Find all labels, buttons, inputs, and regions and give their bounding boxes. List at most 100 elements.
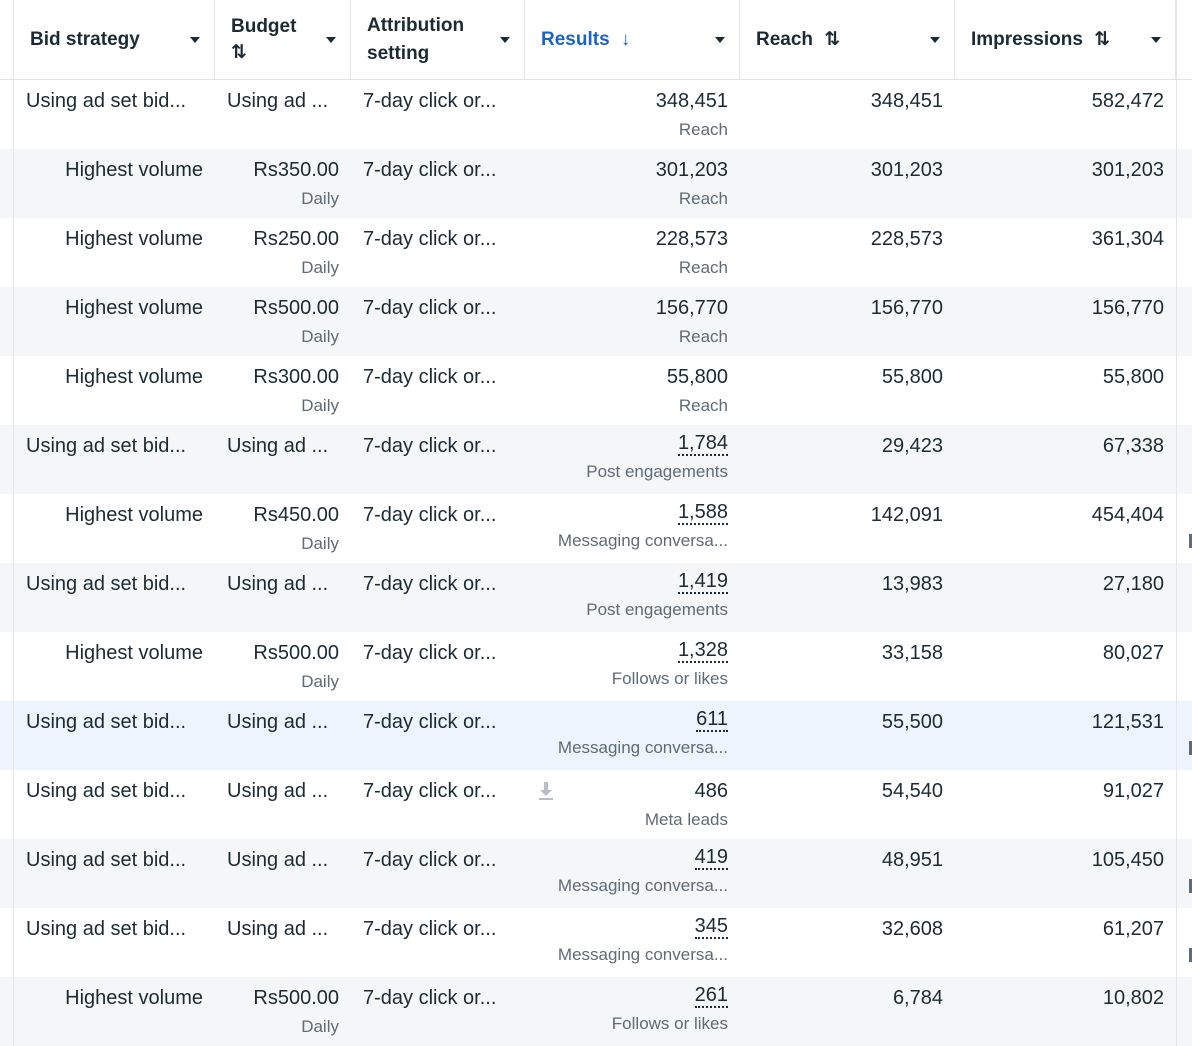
impressions-cell[interactable]: 121,531 (955, 701, 1176, 770)
budget-cell[interactable]: Using ad ... (215, 701, 351, 770)
reach-cell[interactable]: 55,800 (740, 356, 955, 425)
results-cell[interactable]: 348,451 Reach (525, 80, 740, 149)
impressions-cell[interactable]: 454,404 (955, 494, 1176, 563)
results-cell[interactable]: 1,328 Follows or likes (525, 632, 740, 701)
bid-strategy-cell[interactable]: Using ad set bid... (14, 80, 215, 149)
impressions-cell[interactable]: 361,304 (955, 218, 1176, 287)
chevron-down-icon[interactable] (715, 37, 725, 43)
column-header-results[interactable]: Results ↓ (525, 0, 740, 80)
results-value[interactable]: 156,770 (655, 297, 728, 319)
table-row[interactable]: Using ad set bid... Using ad ... 7-day c… (0, 425, 1192, 494)
budget-cell[interactable]: Rs500.00 Daily (215, 287, 351, 356)
attribution-cell[interactable]: 7-day click or... (351, 425, 525, 494)
column-header-bid-strategy[interactable]: Bid strategy (14, 0, 215, 80)
attribution-cell[interactable]: 7-day click or... (351, 908, 525, 977)
bid-strategy-cell[interactable]: Using ad set bid... (14, 425, 215, 494)
sort-icon[interactable]: ⇅ (1094, 29, 1111, 50)
results-value[interactable]: 301,203 (655, 159, 728, 181)
attribution-cell[interactable]: 7-day click or... (351, 977, 525, 1046)
reach-cell[interactable]: 13,983 (740, 563, 955, 632)
impressions-cell[interactable]: 91,027 (955, 770, 1176, 839)
results-value[interactable]: 486 (694, 780, 728, 802)
sort-icon[interactable]: ⇅ (231, 42, 247, 63)
chevron-down-icon[interactable] (190, 37, 200, 43)
table-row[interactable]: Highest volume Rs500.00 Daily 7-day clic… (0, 977, 1192, 1046)
bid-strategy-cell[interactable]: Highest volume (14, 632, 215, 701)
attribution-cell[interactable]: 7-day click or... (351, 632, 525, 701)
table-row[interactable]: Using ad set bid... Using ad ... 7-day c… (0, 770, 1192, 839)
budget-cell[interactable]: Using ad ... (215, 563, 351, 632)
results-value[interactable]: 55,800 (666, 366, 728, 388)
results-cell[interactable]: 55,800 Reach (525, 356, 740, 425)
results-cell[interactable]: 261 Follows or likes (525, 977, 740, 1046)
table-row[interactable]: Highest volume Rs450.00 Daily 7-day clic… (0, 494, 1192, 563)
reach-cell[interactable]: 29,423 (740, 425, 955, 494)
reach-cell[interactable]: 55,500 (740, 701, 955, 770)
attribution-cell[interactable]: 7-day click or... (351, 563, 525, 632)
column-header-attribution[interactable]: Attribution setting (351, 0, 525, 80)
results-value[interactable]: 1,328 (677, 639, 728, 663)
impressions-cell[interactable]: 10,802 (955, 977, 1176, 1046)
table-row[interactable]: Highest volume Rs500.00 Daily 7-day clic… (0, 632, 1192, 701)
budget-cell[interactable]: Using ad ... (215, 770, 351, 839)
table-row[interactable]: Using ad set bid... Using ad ... 7-day c… (0, 908, 1192, 977)
reach-cell[interactable]: 54,540 (740, 770, 955, 839)
results-cell[interactable]: 611 Messaging conversa... (525, 701, 740, 770)
budget-cell[interactable]: Using ad ... (215, 80, 351, 149)
results-cell[interactable]: 1,419 Post engagements (525, 563, 740, 632)
table-row[interactable]: Highest volume Rs250.00 Daily 7-day clic… (0, 218, 1192, 287)
column-header-impressions[interactable]: Impressions ⇅ (955, 0, 1176, 80)
reach-cell[interactable]: 228,573 (740, 218, 955, 287)
impressions-cell[interactable]: 27,180 (955, 563, 1176, 632)
table-row[interactable]: Highest volume Rs500.00 Daily 7-day clic… (0, 287, 1192, 356)
bid-strategy-cell[interactable]: Using ad set bid... (14, 563, 215, 632)
chevron-down-icon[interactable] (326, 37, 336, 43)
table-row[interactable]: Using ad set bid... Using ad ... 7-day c… (0, 701, 1192, 770)
budget-cell[interactable]: Using ad ... (215, 908, 351, 977)
results-cell[interactable]: 486 Meta leads (525, 770, 740, 839)
results-cell[interactable]: 345 Messaging conversa... (525, 908, 740, 977)
impressions-cell[interactable]: 55,800 (955, 356, 1176, 425)
impressions-cell[interactable]: 61,207 (955, 908, 1176, 977)
budget-cell[interactable]: Rs300.00 Daily (215, 356, 351, 425)
results-value[interactable]: 345 (694, 915, 728, 939)
impressions-cell[interactable]: 582,472 (955, 80, 1176, 149)
chevron-down-icon[interactable] (500, 37, 510, 43)
results-cell[interactable]: 228,573 Reach (525, 218, 740, 287)
bid-strategy-cell[interactable]: Highest volume (14, 287, 215, 356)
reach-cell[interactable]: 6,784 (740, 977, 955, 1046)
bid-strategy-cell[interactable]: Using ad set bid... (14, 908, 215, 977)
bid-strategy-cell[interactable]: Highest volume (14, 218, 215, 287)
results-value[interactable]: 228,573 (655, 228, 728, 250)
bid-strategy-cell[interactable]: Highest volume (14, 977, 215, 1046)
budget-cell[interactable]: Rs500.00 Daily (215, 977, 351, 1046)
bid-strategy-cell[interactable]: Highest volume (14, 149, 215, 218)
bid-strategy-cell[interactable]: Using ad set bid... (14, 839, 215, 908)
table-row[interactable]: Highest volume Rs350.00 Daily 7-day clic… (0, 149, 1192, 218)
impressions-cell[interactable]: 105,450 (955, 839, 1176, 908)
attribution-cell[interactable]: 7-day click or... (351, 287, 525, 356)
results-value[interactable]: 1,588 (677, 501, 728, 525)
budget-cell[interactable]: Rs450.00 Daily (215, 494, 351, 563)
results-cell[interactable]: 419 Messaging conversa... (525, 839, 740, 908)
bid-strategy-cell[interactable]: Using ad set bid... (14, 770, 215, 839)
results-value[interactable]: 419 (694, 846, 728, 870)
reach-cell[interactable]: 33,158 (740, 632, 955, 701)
table-row[interactable]: Using ad set bid... Using ad ... 7-day c… (0, 839, 1192, 908)
bid-strategy-cell[interactable]: Highest volume (14, 494, 215, 563)
results-value[interactable]: 1,419 (677, 570, 728, 594)
sort-desc-icon[interactable]: ↓ (620, 29, 631, 50)
attribution-cell[interactable]: 7-day click or... (351, 356, 525, 425)
table-row[interactable]: Highest volume Rs300.00 Daily 7-day clic… (0, 356, 1192, 425)
attribution-cell[interactable]: 7-day click or... (351, 770, 525, 839)
reach-cell[interactable]: 32,608 (740, 908, 955, 977)
sort-icon[interactable]: ⇅ (824, 29, 841, 50)
reach-cell[interactable]: 142,091 (740, 494, 955, 563)
attribution-cell[interactable]: 7-day click or... (351, 80, 525, 149)
results-value[interactable]: 348,451 (655, 90, 728, 112)
attribution-cell[interactable]: 7-day click or... (351, 839, 525, 908)
reach-cell[interactable]: 348,451 (740, 80, 955, 149)
results-value[interactable]: 611 (696, 708, 728, 732)
budget-cell[interactable]: Rs350.00 Daily (215, 149, 351, 218)
results-cell[interactable]: 1,784 Post engagements (525, 425, 740, 494)
